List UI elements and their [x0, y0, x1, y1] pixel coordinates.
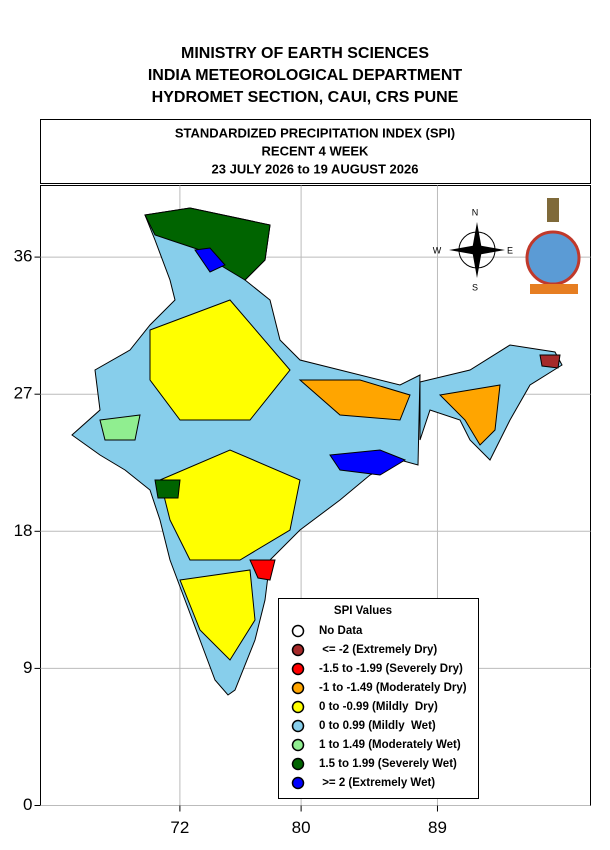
legend-title: SPI Values — [334, 605, 392, 617]
legend-swatch — [291, 757, 305, 771]
compass-w: W — [433, 245, 442, 255]
patch — [438, 384, 501, 446]
patch — [298, 379, 411, 421]
legend-swatch — [291, 681, 305, 695]
legend-label: <= -2 (Extremely Dry) — [319, 644, 437, 656]
patch — [329, 449, 407, 476]
y-tick-label: 9 — [23, 658, 32, 677]
logo-emblem — [547, 198, 559, 222]
compass-rose — [449, 245, 505, 255]
x-tick-label: 72 — [170, 818, 189, 837]
legend-label: -1.5 to -1.99 (Severely Dry) — [319, 663, 463, 675]
y-tick-label: 18 — [14, 521, 33, 540]
title-box — [40, 119, 591, 184]
compass-ring — [458, 231, 496, 269]
y-tick-label: 0 — [23, 795, 32, 814]
legend-swatch — [291, 662, 305, 676]
title-line: RECENT 4 WEEK — [262, 143, 370, 158]
patch — [539, 354, 561, 369]
header-line: HYDROMET SECTION, CAUI, CRS PUNE — [152, 89, 459, 106]
patch — [154, 479, 181, 499]
legend-swatch — [291, 700, 305, 714]
legend-swatch — [291, 719, 305, 733]
legend-label: 0 to -0.99 (Mildly Dry) — [319, 701, 438, 713]
patch — [159, 449, 301, 561]
x-tick-label: 89 — [428, 818, 447, 837]
imd-logo — [525, 198, 581, 294]
kashmir — [144, 207, 271, 281]
patch — [179, 569, 256, 661]
legend-label: No Data — [319, 625, 363, 637]
y-tick-label: 36 — [14, 247, 33, 266]
compass-s: S — [472, 282, 478, 292]
legend-swatch — [291, 643, 305, 657]
legend-swatch — [291, 624, 305, 638]
logo-ribbon — [530, 284, 578, 294]
legend-label: 1 to 1.49 (Moderately Wet) — [319, 739, 461, 751]
legend-swatch — [291, 776, 305, 790]
title-line: 23 JULY 2026 to 19 AUGUST 2026 — [212, 161, 419, 176]
legend-label: -1 to -1.49 (Moderately Dry) — [319, 682, 467, 694]
legend-box — [278, 598, 479, 799]
x-tick-label: 80 — [292, 818, 311, 837]
legend-label: >= 2 (Extremely Wet) — [319, 777, 435, 789]
header-line: INDIA METEOROLOGICAL DEPARTMENT — [148, 67, 463, 84]
legend-swatch — [291, 738, 305, 752]
compass-e: E — [507, 245, 513, 255]
compass: N E S W — [433, 207, 513, 292]
patch — [149, 299, 291, 421]
y-tick-label: 27 — [14, 384, 33, 403]
legend-label: 0 to 0.99 (Mildly Wet) — [319, 720, 436, 732]
patch — [194, 247, 226, 273]
patch — [99, 414, 141, 441]
patch — [249, 559, 276, 581]
legend-label: 1.5 to 1.99 (Severely Wet) — [319, 758, 457, 770]
logo-disc — [525, 230, 581, 286]
title-line: STANDARDIZED PRECIPITATION INDEX (SPI) — [175, 125, 455, 140]
compass-n: N — [472, 207, 479, 217]
india-map — [71, 207, 563, 696]
header-line: MINISTRY OF EARTH SCIENCES — [181, 45, 429, 62]
